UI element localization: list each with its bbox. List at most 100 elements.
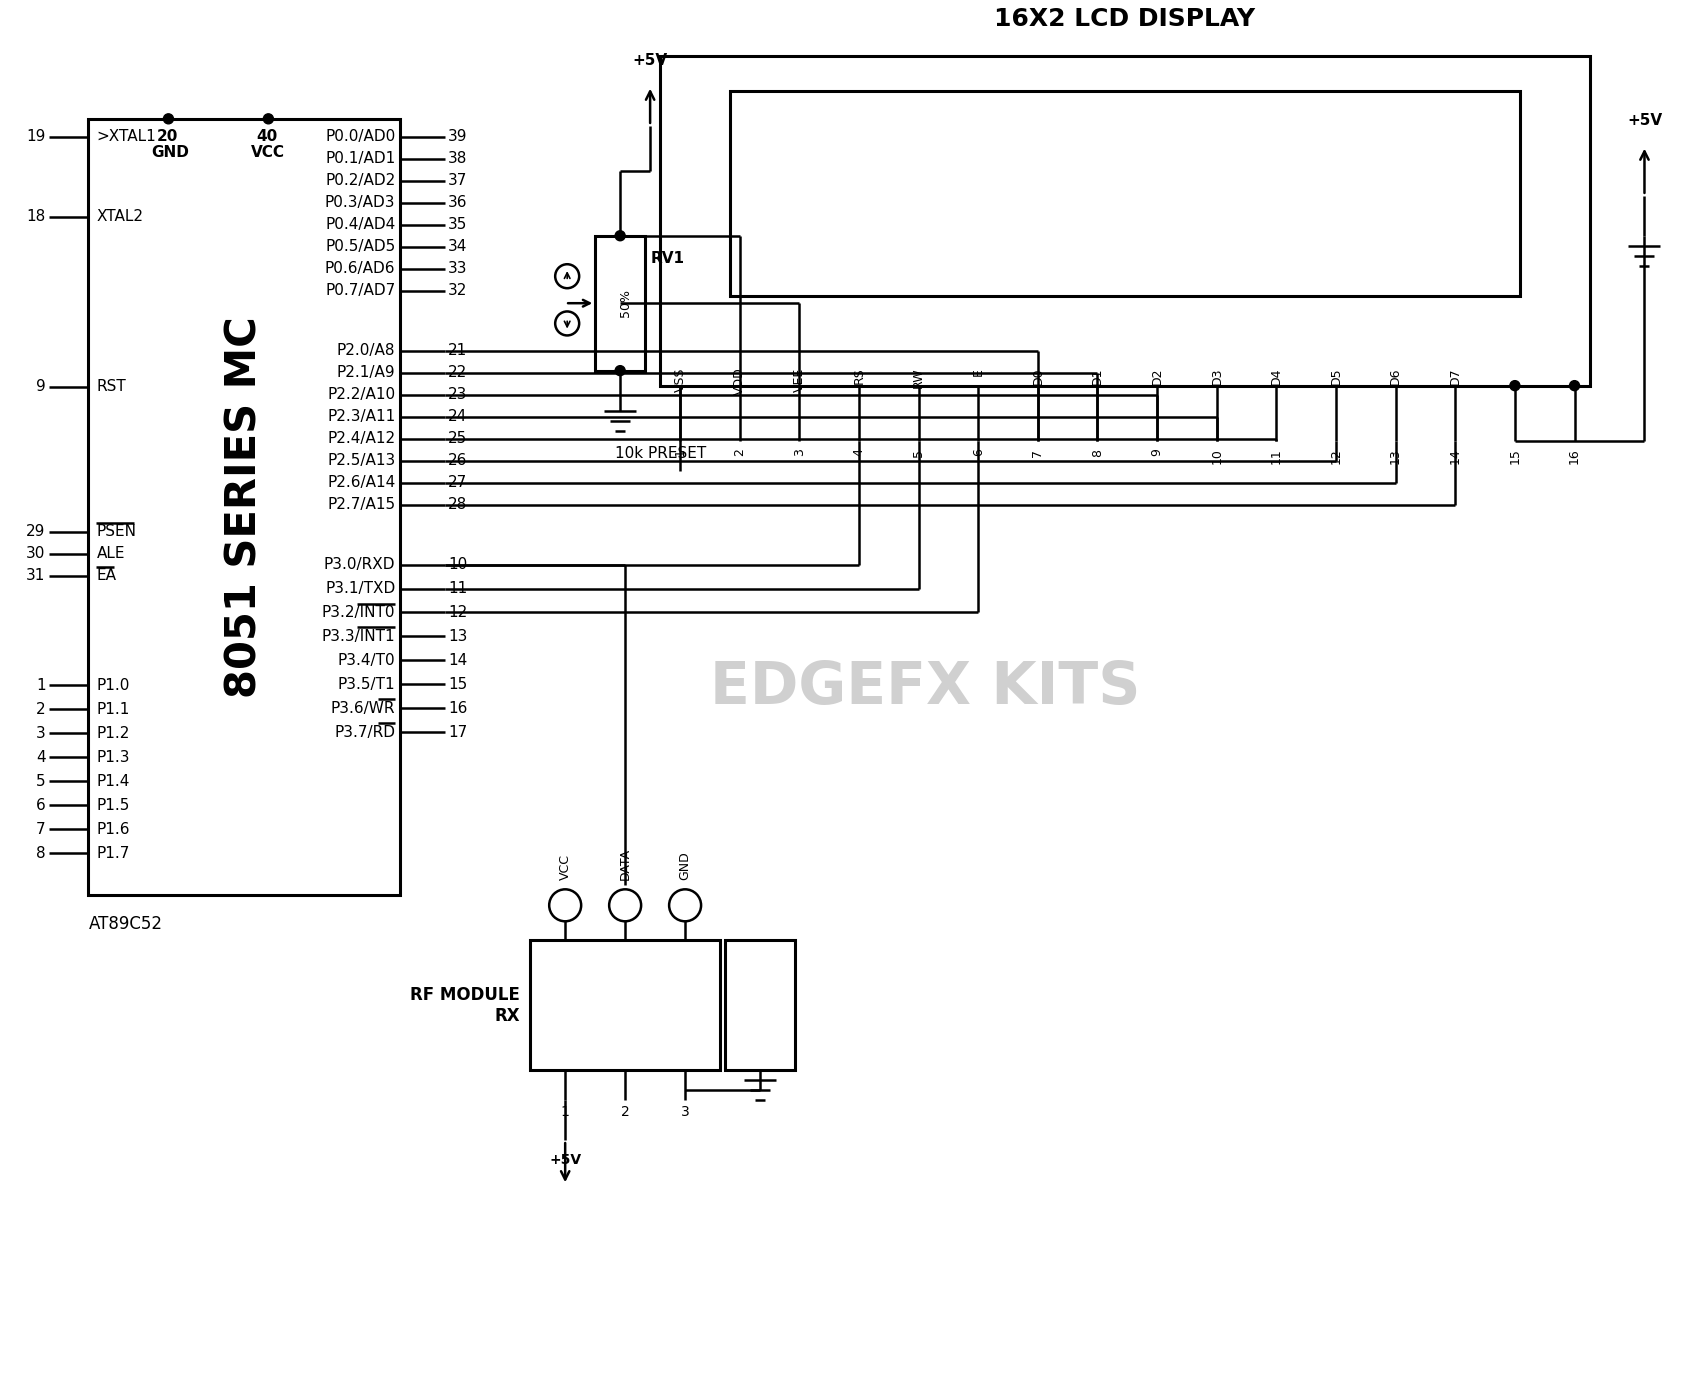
Text: VCC: VCC [251, 146, 286, 161]
Text: 5: 5 [35, 774, 45, 789]
Circle shape [616, 365, 626, 375]
Text: P2.0/A8: P2.0/A8 [336, 344, 395, 359]
Text: P3.1/TXD: P3.1/TXD [325, 581, 395, 596]
Text: 24: 24 [449, 409, 468, 425]
Text: >XTAL1: >XTAL1 [96, 129, 156, 144]
Text: P2.1/A9: P2.1/A9 [336, 365, 395, 381]
Text: 30: 30 [27, 545, 45, 561]
Text: D4: D4 [1270, 368, 1283, 385]
Text: VDD: VDD [733, 368, 747, 396]
Text: 6: 6 [972, 448, 984, 456]
Text: 1: 1 [35, 677, 45, 692]
Text: 40: 40 [256, 129, 278, 144]
Text: 14: 14 [1448, 448, 1462, 464]
Text: P3.0/RXD: P3.0/RXD [325, 556, 395, 572]
Text: XTAL2: XTAL2 [96, 209, 143, 224]
Text: P2.3/A11: P2.3/A11 [326, 409, 395, 425]
Text: +5V: +5V [1626, 113, 1662, 128]
Text: D6: D6 [1389, 368, 1403, 385]
Text: P0.2/AD2: P0.2/AD2 [325, 173, 395, 188]
Text: 19: 19 [27, 129, 45, 144]
Text: 1: 1 [560, 1105, 570, 1120]
Text: D1: D1 [1092, 368, 1103, 385]
Text: RST: RST [96, 379, 126, 394]
Text: 1: 1 [673, 448, 686, 456]
Text: 3: 3 [35, 725, 45, 741]
Text: D5: D5 [1329, 368, 1342, 385]
Text: 7: 7 [35, 822, 45, 837]
Text: P1.3: P1.3 [96, 750, 130, 765]
Text: EA: EA [96, 567, 116, 583]
Text: D7: D7 [1448, 368, 1462, 385]
Text: P0.6/AD6: P0.6/AD6 [325, 261, 395, 276]
Text: P2.4/A12: P2.4/A12 [328, 431, 395, 447]
Bar [725, 940, 796, 1070]
Text: 9: 9 [35, 379, 45, 394]
Text: 6: 6 [35, 798, 45, 813]
Text: P3.2/INT0: P3.2/INT0 [321, 605, 395, 620]
Text: 16: 16 [1568, 448, 1581, 464]
Text: P0.0/AD0: P0.0/AD0 [325, 129, 395, 144]
Text: 25: 25 [449, 431, 468, 447]
Text: 28: 28 [449, 497, 468, 513]
Text: P3.7/RD: P3.7/RD [335, 725, 395, 741]
Text: 5: 5 [912, 448, 925, 456]
Circle shape [1510, 381, 1521, 390]
Text: EDGEFX KITS: EDGEFX KITS [710, 660, 1140, 716]
Text: 2: 2 [621, 1105, 629, 1120]
Text: P0.1/AD1: P0.1/AD1 [325, 151, 395, 166]
Text: 10: 10 [449, 556, 468, 572]
Text: RV1: RV1 [651, 250, 685, 265]
Text: +5V: +5V [632, 52, 668, 67]
Text: P1.7: P1.7 [96, 846, 130, 861]
Text: 39: 39 [449, 129, 468, 144]
Text: RS: RS [853, 368, 866, 385]
Text: 2: 2 [35, 702, 45, 717]
Text: GND: GND [678, 852, 691, 881]
Text: 27: 27 [449, 475, 468, 491]
Circle shape [163, 114, 173, 124]
Text: D0: D0 [1031, 368, 1045, 385]
Text: 34: 34 [449, 239, 468, 254]
Circle shape [1569, 381, 1579, 390]
Bar [659, 56, 1589, 386]
Text: P1.2: P1.2 [96, 725, 130, 741]
Text: 13: 13 [1389, 448, 1403, 464]
Text: 37: 37 [449, 173, 468, 188]
Text: 9: 9 [1150, 448, 1164, 456]
Text: VSS: VSS [673, 368, 686, 392]
Circle shape [264, 114, 274, 124]
Text: ALE: ALE [96, 545, 124, 561]
Text: 33: 33 [449, 261, 468, 276]
Text: 4: 4 [853, 448, 866, 456]
Text: P3.6/WR: P3.6/WR [331, 701, 395, 716]
Text: P1.5: P1.5 [96, 798, 130, 813]
Text: P0.4/AD4: P0.4/AD4 [325, 217, 395, 232]
Text: D3: D3 [1211, 368, 1223, 385]
Text: P2.2/A10: P2.2/A10 [328, 387, 395, 403]
Text: GND: GND [151, 146, 190, 161]
Text: RW: RW [912, 368, 925, 389]
Text: 8051 SERIES MC: 8051 SERIES MC [224, 316, 266, 698]
Text: 26: 26 [449, 453, 468, 469]
Text: P0.7/AD7: P0.7/AD7 [325, 283, 395, 298]
Circle shape [616, 231, 626, 240]
Text: D2: D2 [1150, 368, 1164, 385]
Text: 29: 29 [27, 523, 45, 539]
Text: P1.4: P1.4 [96, 774, 130, 789]
Text: P0.3/AD3: P0.3/AD3 [325, 195, 395, 210]
Text: 20: 20 [156, 129, 178, 144]
Text: 16: 16 [449, 701, 468, 716]
Text: 38: 38 [449, 151, 468, 166]
Text: AT89C52: AT89C52 [89, 915, 163, 933]
Text: 23: 23 [449, 387, 468, 403]
Text: 22: 22 [449, 365, 468, 381]
Text: P1.1: P1.1 [96, 702, 130, 717]
Text: 10k PRESET: 10k PRESET [616, 445, 706, 460]
Text: 36: 36 [449, 195, 468, 210]
Text: P3.3/INT1: P3.3/INT1 [321, 629, 395, 644]
Text: 2: 2 [733, 448, 747, 456]
Text: VCC: VCC [558, 855, 572, 881]
Text: P2.7/A15: P2.7/A15 [328, 497, 395, 513]
Text: 15: 15 [1509, 448, 1522, 464]
